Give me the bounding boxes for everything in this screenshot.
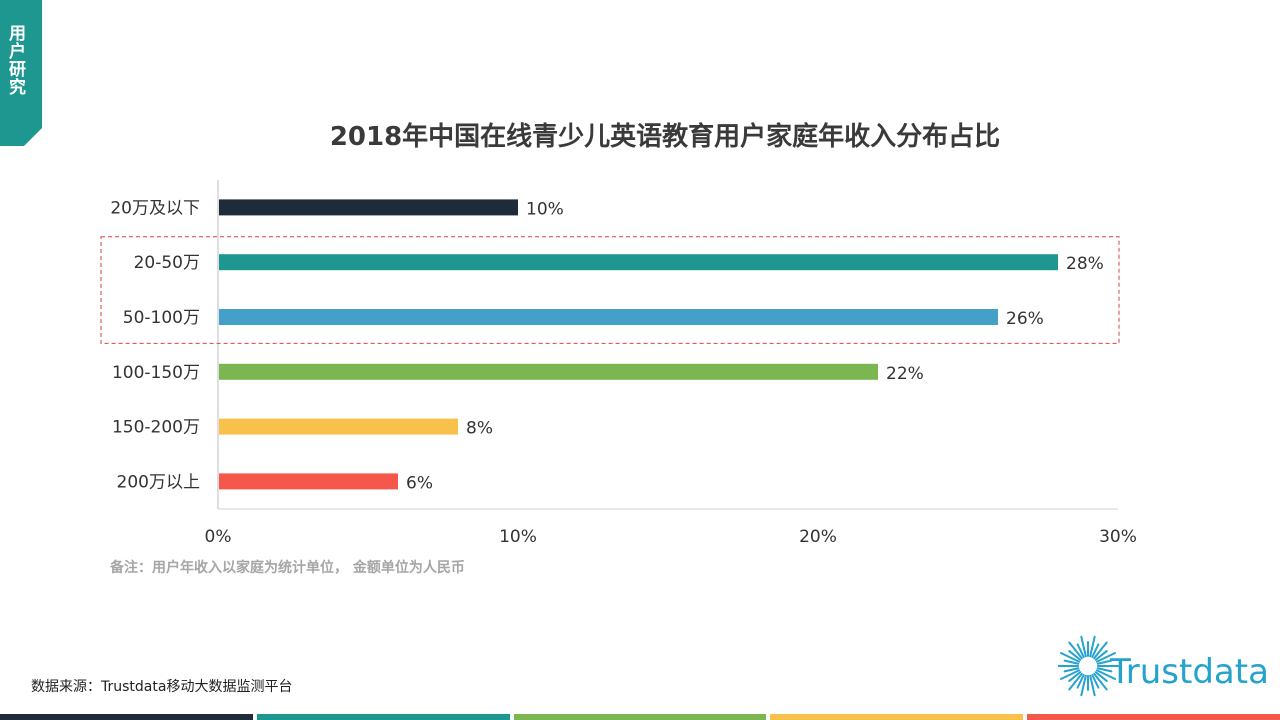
category-label: 20万及以下 [110, 198, 200, 218]
x-tick-label: 0% [205, 527, 232, 547]
bottom-bar-segment [0, 714, 253, 720]
bar-3 [219, 363, 878, 380]
data-source: 数据来源：Trustdata移动大数据监测平台 [31, 679, 293, 695]
data-label: 28% [1066, 254, 1104, 274]
category-label: 50-100万 [123, 308, 200, 328]
x-tick-label: 20% [799, 527, 837, 547]
section-tab-label: 用户研究 [5, 24, 25, 96]
data-label: 26% [1006, 309, 1044, 329]
category-label: 200万以上 [117, 472, 200, 492]
highlight-box [100, 236, 1120, 344]
bar-1 [219, 254, 1058, 271]
category-label: 100-150万 [112, 363, 200, 383]
category-label: 150-200万 [112, 418, 200, 438]
bottom-color-bar [0, 714, 1280, 720]
bottom-bar-segment [770, 714, 1024, 720]
category-label: 20-50万 [134, 253, 200, 273]
bar-0 [219, 199, 518, 216]
data-label: 22% [886, 364, 924, 384]
sunburst-logo-icon [1058, 635, 1119, 697]
bottom-bar-segment [256, 714, 510, 720]
chart-title: 2018年中国在线青少儿英语教育用户家庭年收入分布占比 [329, 122, 1001, 152]
x-tick-label: 10% [499, 527, 537, 547]
section-tab: 用户研究 [0, 0, 42, 146]
chart-note: 备注：用户年收入以家庭为统计单位， 金额单位为人民币 [110, 560, 465, 576]
x-tick-label: 30% [1099, 527, 1137, 547]
bar-4 [219, 418, 458, 435]
bar-2 [219, 309, 998, 325]
bottom-bar-segment [1027, 714, 1280, 720]
data-label: 8% [466, 419, 493, 439]
data-label: 10% [526, 199, 564, 219]
bar-5 [219, 473, 398, 490]
data-label: 6% [406, 473, 433, 493]
logo-text: Trustdata [1110, 652, 1269, 692]
section-tab-shape [0, 0, 42, 146]
bottom-bar-segment [513, 714, 767, 720]
